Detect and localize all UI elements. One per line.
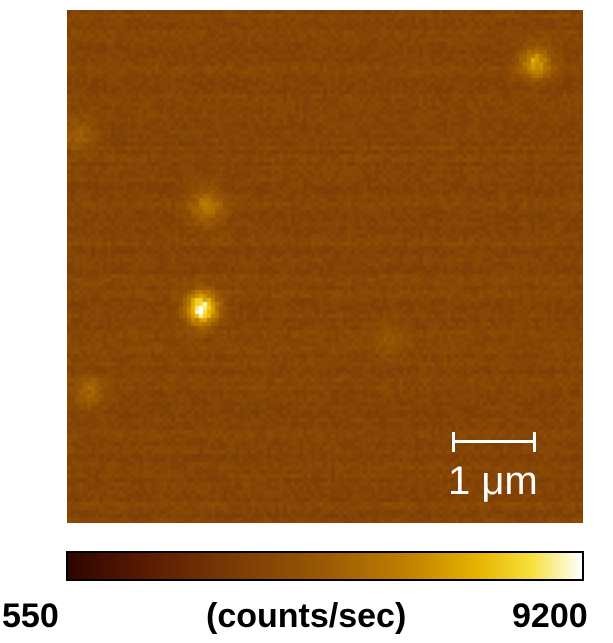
colorbar-min-label: 550 [2, 597, 59, 635]
fluorescence-scan-image [67, 10, 583, 523]
scale-bar-label: 1 μm [448, 459, 538, 503]
scale-bar-line [452, 440, 536, 443]
scale-bar-right-tick [533, 432, 536, 452]
colorbar [66, 551, 584, 581]
colorbar-max-label: 9200 [512, 597, 588, 635]
colorbar-unit-label: (counts/sec) [206, 597, 407, 635]
scan-canvas [67, 10, 583, 523]
scale-bar [452, 432, 536, 452]
scale-bar-left-tick [452, 432, 455, 452]
